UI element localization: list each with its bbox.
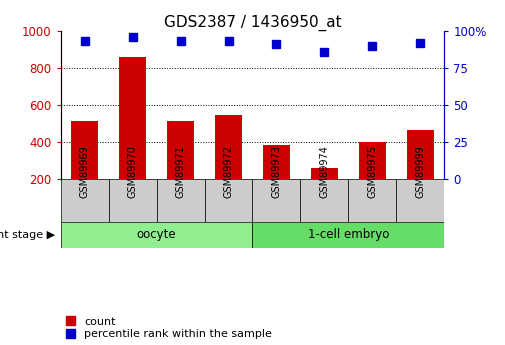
Text: 1-cell embryo: 1-cell embryo: [308, 228, 389, 242]
Bar: [359, 142, 386, 179]
Text: oocyte: oocyte: [137, 228, 176, 242]
Text: GSM89969: GSM89969: [80, 145, 89, 198]
Bar: [71, 121, 98, 179]
Text: GSM89975: GSM89975: [368, 145, 377, 198]
Bar: [61, 221, 252, 248]
Text: GSM89999: GSM89999: [416, 145, 425, 198]
Text: GSM89972: GSM89972: [224, 145, 233, 198]
Text: GSM89973: GSM89973: [272, 145, 281, 198]
Title: GDS2387 / 1436950_at: GDS2387 / 1436950_at: [164, 15, 341, 31]
Bar: [348, 179, 396, 221]
Legend: count, percentile rank within the sample: count, percentile rank within the sample: [66, 316, 272, 339]
Text: GSM89974: GSM89974: [320, 145, 329, 198]
Bar: [157, 179, 205, 221]
Bar: [109, 179, 157, 221]
Bar: [407, 130, 434, 179]
Bar: [119, 57, 146, 179]
Bar: [167, 121, 194, 179]
Bar: [61, 179, 109, 221]
Bar: [205, 179, 252, 221]
Bar: [252, 221, 444, 248]
Bar: [252, 179, 300, 221]
Text: development stage ▶: development stage ▶: [0, 230, 56, 240]
Bar: [311, 168, 338, 179]
Text: GSM89970: GSM89970: [128, 145, 137, 198]
Text: GSM89971: GSM89971: [176, 145, 185, 198]
Bar: [300, 179, 348, 221]
Bar: [215, 115, 242, 179]
Bar: [396, 179, 444, 221]
Bar: [263, 146, 290, 179]
